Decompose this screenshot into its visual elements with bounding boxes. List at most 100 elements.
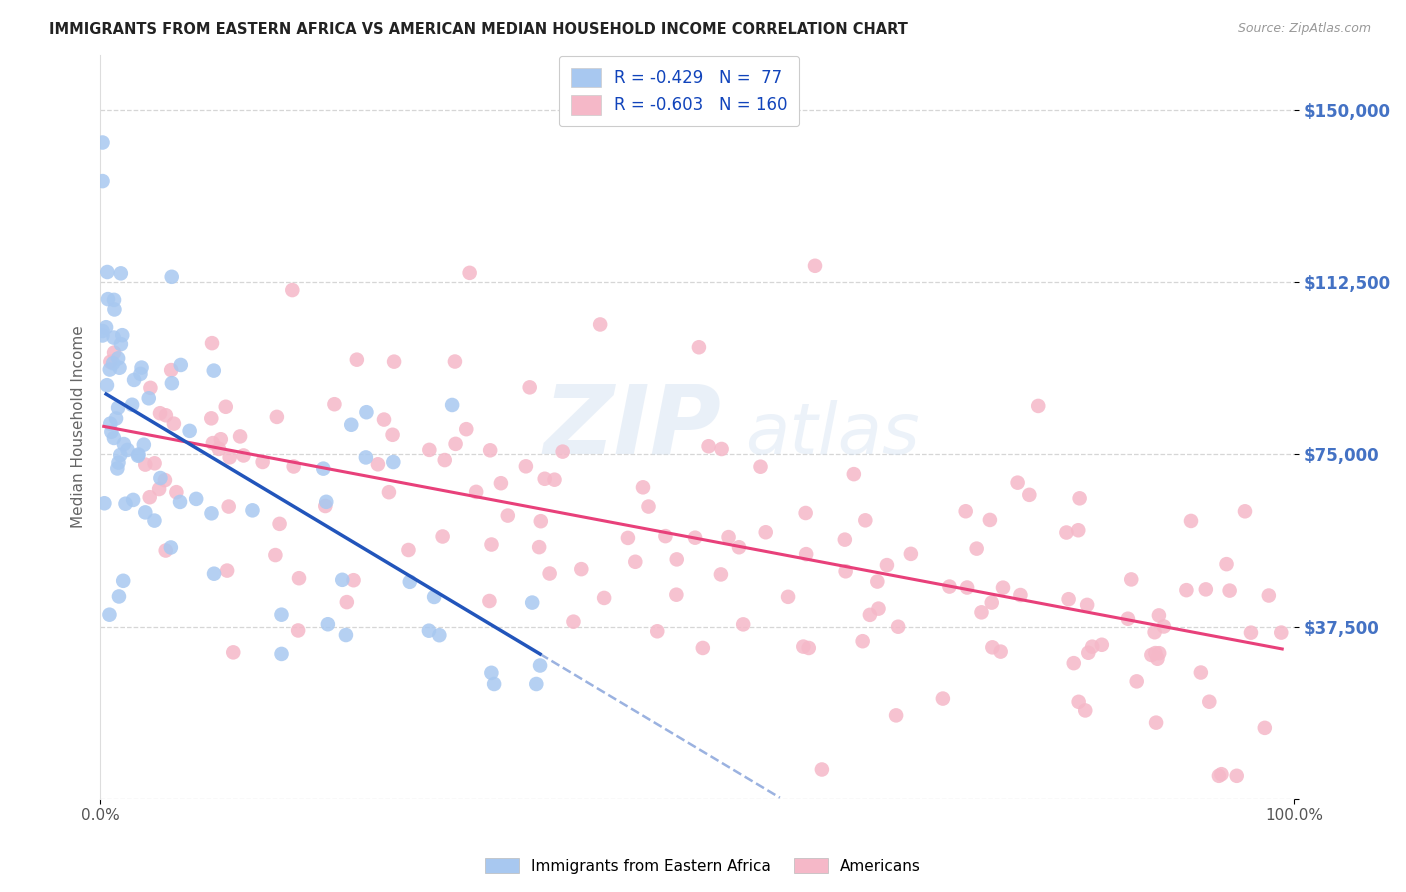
Point xyxy=(1226,769,1249,783)
Point xyxy=(218,450,240,465)
Point xyxy=(312,461,335,475)
Point xyxy=(215,400,238,414)
Point xyxy=(138,392,160,406)
Point xyxy=(755,525,778,540)
Point xyxy=(112,437,135,451)
Point xyxy=(710,442,733,456)
Point xyxy=(266,409,288,424)
Point xyxy=(112,574,135,588)
Point xyxy=(110,337,132,351)
Point xyxy=(121,398,143,412)
Point xyxy=(749,459,772,474)
Point xyxy=(1076,598,1098,612)
Point xyxy=(876,558,898,573)
Point xyxy=(418,442,440,457)
Point xyxy=(122,373,145,387)
Point xyxy=(281,283,304,297)
Point xyxy=(155,409,177,423)
Point xyxy=(834,564,856,578)
Point xyxy=(645,624,668,639)
Point xyxy=(804,259,827,273)
Point xyxy=(382,354,405,368)
Point xyxy=(288,571,311,585)
Point xyxy=(527,540,550,554)
Point xyxy=(569,562,592,576)
Point xyxy=(884,708,907,723)
Point xyxy=(665,588,688,602)
Point xyxy=(155,543,177,558)
Point xyxy=(792,640,814,654)
Point xyxy=(794,506,817,520)
Point xyxy=(105,461,128,475)
Point xyxy=(138,490,160,504)
Point xyxy=(966,541,988,556)
Point xyxy=(232,449,254,463)
Point xyxy=(134,505,156,519)
Point xyxy=(153,473,176,487)
Point xyxy=(852,634,875,648)
Point xyxy=(134,458,156,472)
Point xyxy=(96,378,118,392)
Point xyxy=(209,432,232,446)
Point xyxy=(496,508,519,523)
Point xyxy=(478,594,501,608)
Point xyxy=(665,552,688,566)
Point xyxy=(97,292,120,306)
Point xyxy=(202,566,225,581)
Point xyxy=(458,266,481,280)
Point xyxy=(834,533,856,547)
Point xyxy=(340,417,363,432)
Point xyxy=(631,480,654,494)
Point xyxy=(202,363,225,377)
Point xyxy=(160,269,183,284)
Point xyxy=(842,467,865,482)
Point xyxy=(381,427,404,442)
Point xyxy=(346,352,368,367)
Point xyxy=(315,495,337,509)
Point xyxy=(373,412,395,426)
Text: ZIP: ZIP xyxy=(543,381,721,474)
Point xyxy=(91,324,114,338)
Point xyxy=(148,482,170,496)
Point xyxy=(1240,625,1263,640)
Point xyxy=(853,513,876,527)
Point xyxy=(103,293,125,307)
Point xyxy=(149,471,172,485)
Point xyxy=(479,665,502,680)
Point xyxy=(342,573,364,587)
Point xyxy=(1140,648,1163,662)
Point xyxy=(1018,488,1040,502)
Point xyxy=(697,439,720,453)
Point xyxy=(1198,695,1220,709)
Point xyxy=(1211,767,1233,781)
Point xyxy=(378,485,401,500)
Text: atlas: atlas xyxy=(745,400,920,469)
Point xyxy=(797,640,820,655)
Point xyxy=(264,548,287,562)
Point xyxy=(1147,608,1170,623)
Point xyxy=(489,476,512,491)
Point xyxy=(107,351,129,366)
Point xyxy=(110,266,132,280)
Point xyxy=(1054,525,1077,540)
Point xyxy=(423,590,446,604)
Point xyxy=(1147,646,1170,660)
Point xyxy=(533,472,555,486)
Point xyxy=(91,328,114,343)
Point xyxy=(335,628,357,642)
Point xyxy=(617,531,640,545)
Point xyxy=(270,607,292,622)
Point xyxy=(1007,475,1029,490)
Point xyxy=(482,677,505,691)
Point xyxy=(562,615,585,629)
Point xyxy=(149,406,172,420)
Point xyxy=(1146,652,1168,666)
Point xyxy=(111,328,134,343)
Point xyxy=(96,265,118,279)
Point xyxy=(1067,695,1090,709)
Point xyxy=(465,484,488,499)
Point xyxy=(529,658,551,673)
Point xyxy=(1091,638,1114,652)
Point xyxy=(110,448,132,462)
Point xyxy=(1175,583,1198,598)
